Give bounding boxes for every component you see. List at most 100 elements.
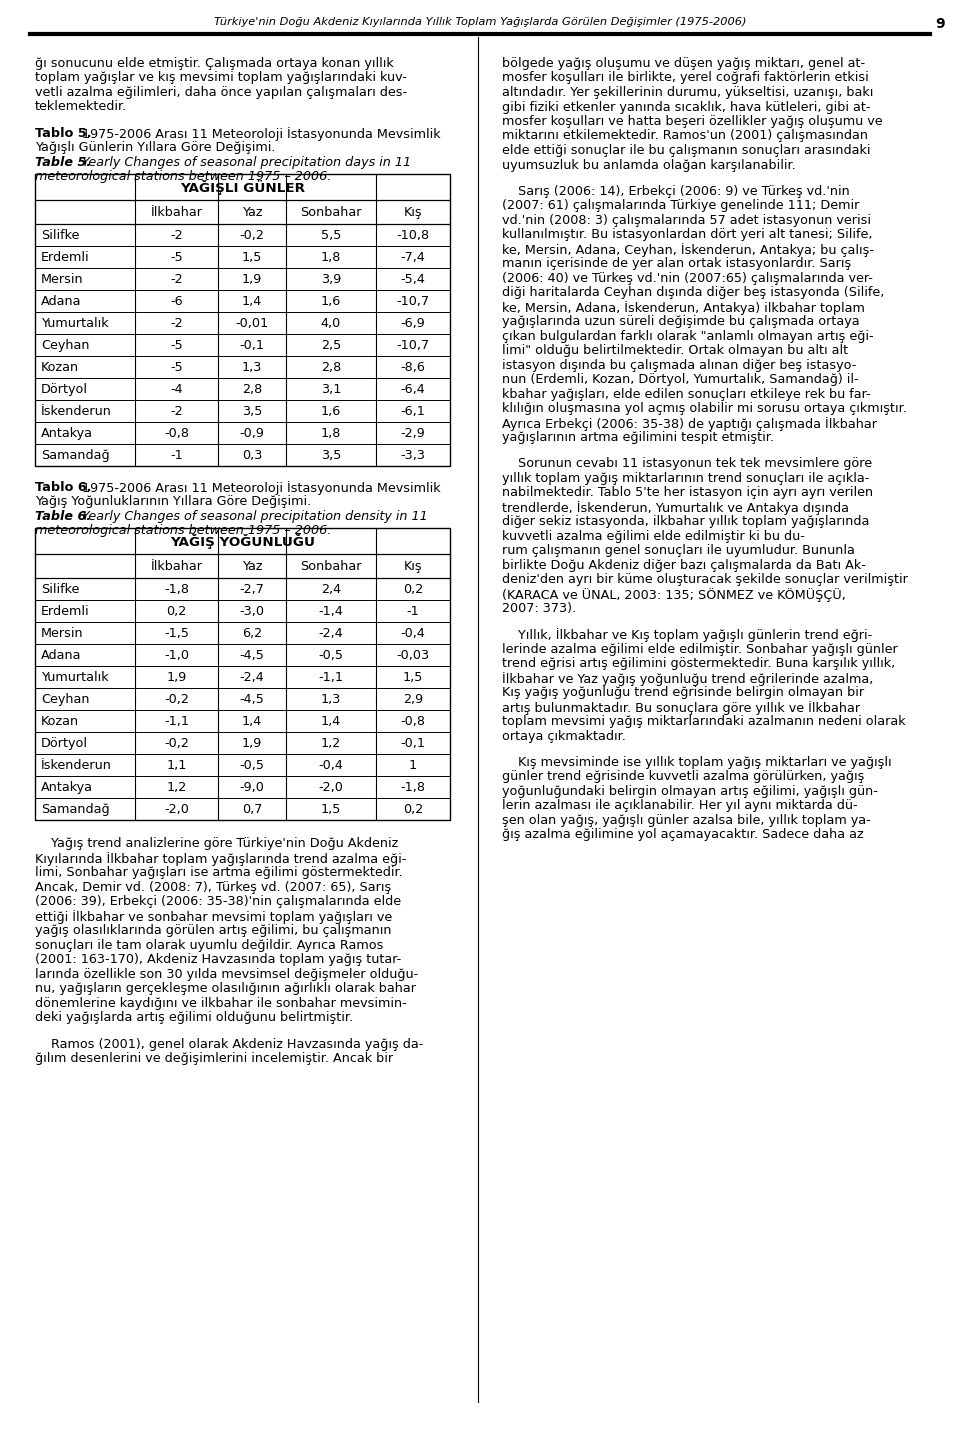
Text: şen olan yağış, yağışlı günler azalsa bile, yıllık toplam ya-: şen olan yağış, yağışlı günler azalsa bi… [502, 813, 871, 826]
Text: deki yağışlarda artış eğilimi olduğunu belirtmiştir.: deki yağışlarda artış eğilimi olduğunu b… [35, 1011, 353, 1024]
Text: vd.'nin (2008: 3) çalışmalarında 57 adet istasyonun verisi: vd.'nin (2008: 3) çalışmalarında 57 adet… [502, 213, 871, 226]
Text: birlikte Doğu Akdeniz diğer bazı çalışmalarda da Batı Ak-: birlikte Doğu Akdeniz diğer bazı çalışma… [502, 558, 866, 571]
Text: nun (Erdemli, Kozan, Dörtyol, Yumurtalık, Samandağ) il-: nun (Erdemli, Kozan, Dörtyol, Yumurtalık… [502, 373, 858, 386]
Text: -5: -5 [170, 251, 182, 264]
Text: 6,2: 6,2 [242, 627, 262, 640]
Text: Kozan: Kozan [41, 715, 79, 728]
Text: Silifke: Silifke [41, 583, 80, 596]
Text: 1,6: 1,6 [321, 294, 341, 307]
Text: -5: -5 [170, 339, 182, 352]
Text: -2: -2 [170, 317, 182, 330]
Text: Erdemli: Erdemli [41, 251, 89, 264]
Text: -0,1: -0,1 [239, 339, 265, 352]
Text: -2: -2 [170, 405, 182, 418]
Text: -6,4: -6,4 [400, 382, 425, 395]
Text: mosfer koşulları ve hatta beşeri özellikler yağış oluşumu ve: mosfer koşulları ve hatta beşeri özellik… [502, 115, 882, 128]
Text: yağışlarında uzun süreli değişimde bu çalışmada ortaya: yağışlarında uzun süreli değişimde bu ça… [502, 316, 859, 329]
Text: Yumurtalık: Yumurtalık [41, 317, 108, 330]
Text: Silifke: Silifke [41, 229, 80, 242]
Text: lerin azalması ile açıklanabilir. Her yıl aynı miktarda dü-: lerin azalması ile açıklanabilir. Her yı… [502, 799, 857, 812]
Text: 1,5: 1,5 [321, 803, 341, 816]
Text: 1,9: 1,9 [242, 737, 262, 750]
Text: -0,2: -0,2 [240, 229, 264, 242]
Text: YAĞIŞ YOĞUNLUĞU: YAĞIŞ YOĞUNLUĞU [170, 534, 315, 548]
Text: yağış olasılıklarında görülen artış eğilimi, bu çalışmanın: yağış olasılıklarında görülen artış eğil… [35, 924, 392, 937]
Text: Kozan: Kozan [41, 360, 79, 373]
Text: 1,5: 1,5 [242, 251, 262, 264]
Text: meteorological stations between 1975 – 2006.: meteorological stations between 1975 – 2… [35, 170, 331, 183]
Text: 1,5: 1,5 [403, 671, 423, 684]
Text: gibi fiziki etkenler yanında sıcaklık, hava kütleleri, gibi at-: gibi fiziki etkenler yanında sıcaklık, h… [502, 101, 871, 114]
Text: 1975-2006 Arası 11 Meteoroloji İstasyonunda Mevsimlik: 1975-2006 Arası 11 Meteoroloji İstasyonu… [78, 127, 441, 140]
Text: günler trend eğrisinde kuvvetli azalma görülürken, yağış: günler trend eğrisinde kuvvetli azalma g… [502, 770, 864, 783]
Text: -4: -4 [170, 382, 182, 395]
Text: 1,8: 1,8 [321, 251, 341, 264]
Text: Sorunun cevabı 11 istasyonun tek tek mevsimlere göre: Sorunun cevabı 11 istasyonun tek tek mev… [502, 457, 872, 470]
Text: istasyon dışında bu çalışmada alınan diğer beş istasyo-: istasyon dışında bu çalışmada alınan diğ… [502, 359, 856, 372]
Text: -2,4: -2,4 [240, 671, 264, 684]
Text: miktarını etkilemektedir. Ramos'un (2001) çalışmasından: miktarını etkilemektedir. Ramos'un (2001… [502, 130, 868, 143]
Text: ke, Mersin, Adana, Ceyhan, İskenderun, Antakya; bu çalış-: ke, Mersin, Adana, Ceyhan, İskenderun, A… [502, 242, 874, 257]
Text: -8,6: -8,6 [400, 360, 425, 373]
Text: -2,9: -2,9 [400, 427, 425, 440]
Text: deniz'den ayrı bir küme oluşturacak şekilde sonuçlar verilmiştir: deniz'den ayrı bir küme oluşturacak şeki… [502, 574, 908, 587]
Text: ğı sonucunu elde etmiştir. Çalışmada ortaya konan yıllık: ğı sonucunu elde etmiştir. Çalışmada ort… [35, 58, 394, 71]
Text: Yıllık, İlkbahar ve Kış toplam yağışlı günlerin trend eğri-: Yıllık, İlkbahar ve Kış toplam yağışlı g… [502, 629, 873, 642]
Text: Tablo 5.: Tablo 5. [35, 127, 91, 140]
Text: -2,7: -2,7 [240, 583, 264, 596]
Text: ortaya çıkmaktadır.: ortaya çıkmaktadır. [502, 730, 626, 743]
Text: 1,6: 1,6 [321, 405, 341, 418]
Text: Mersin: Mersin [41, 273, 84, 286]
Text: -3,3: -3,3 [400, 448, 425, 461]
Text: -10,7: -10,7 [396, 294, 429, 307]
Text: Mersin: Mersin [41, 627, 84, 640]
Text: ettiği İlkbahar ve sonbahar mevsimi toplam yağışları ve: ettiği İlkbahar ve sonbahar mevsimi topl… [35, 910, 393, 924]
Text: -10,8: -10,8 [396, 229, 429, 242]
Text: yağışlarının artma eğilimini tespit etmiştir.: yağışlarının artma eğilimini tespit etmi… [502, 431, 774, 444]
Text: (2001: 163-170), Akdeniz Havzasında toplam yağış tutar-: (2001: 163-170), Akdeniz Havzasında topl… [35, 953, 401, 966]
Text: Adana: Adana [41, 649, 82, 662]
Text: ke, Mersin, Adana, İskenderun, Antakya) ilkbahar toplam: ke, Mersin, Adana, İskenderun, Antakya) … [502, 300, 865, 314]
Text: -6,9: -6,9 [400, 317, 425, 330]
Text: Yağış trend analizlerine göre Türkiye'nin Doğu Akdeniz: Yağış trend analizlerine göre Türkiye'ni… [35, 838, 398, 851]
Text: ğılım desenlerini ve değişimlerini incelemiştir. Ancak bir: ğılım desenlerini ve değişimlerini incel… [35, 1053, 394, 1066]
Text: 5,5: 5,5 [321, 229, 341, 242]
Text: Table 5.: Table 5. [35, 156, 91, 169]
Text: diğer sekiz istasyonda, ilkbahar yıllık toplam yağışlarında: diğer sekiz istasyonda, ilkbahar yıllık … [502, 515, 870, 528]
Text: -0,5: -0,5 [239, 758, 265, 771]
Text: 3,1: 3,1 [321, 382, 341, 395]
Text: 1,1: 1,1 [166, 758, 186, 771]
Text: -1,8: -1,8 [164, 583, 189, 596]
Text: İskenderun: İskenderun [41, 405, 112, 418]
Text: -5: -5 [170, 360, 182, 373]
Text: (2006: 40) ve Türkeş vd.'nin (2007:65) çalışmalarında ver-: (2006: 40) ve Türkeş vd.'nin (2007:65) ç… [502, 271, 873, 284]
Text: -0,4: -0,4 [319, 758, 344, 771]
Text: Samandağ: Samandağ [41, 448, 109, 461]
Text: -4,5: -4,5 [240, 692, 264, 705]
Text: 2007: 373).: 2007: 373). [502, 603, 576, 616]
Text: Kış: Kış [404, 559, 422, 572]
Text: 2,9: 2,9 [403, 692, 423, 705]
Text: toplam yağışlar ve kış mevsimi toplam yağışlarındaki kuv-: toplam yağışlar ve kış mevsimi toplam ya… [35, 72, 407, 85]
Text: -0,8: -0,8 [164, 427, 189, 440]
Text: İskenderun: İskenderun [41, 758, 112, 771]
Text: -2,0: -2,0 [164, 803, 189, 816]
Text: 4,0: 4,0 [321, 317, 341, 330]
Text: 1975-2006 Arası 11 Meteoroloji İstasyonunda Mevsimlik: 1975-2006 Arası 11 Meteoroloji İstasyonu… [78, 480, 441, 495]
Text: kbahar yağışları, elde edilen sonuçları etkileye rek bu far-: kbahar yağışları, elde edilen sonuçları … [502, 388, 871, 401]
Text: 0,3: 0,3 [242, 448, 262, 461]
Text: Ayrıca Erbekçi (2006: 35-38) de yaptığı çalışmada İlkbahar: Ayrıca Erbekçi (2006: 35-38) de yaptığı … [502, 417, 877, 431]
Text: Antakya: Antakya [41, 780, 93, 793]
Text: Yaz: Yaz [242, 559, 262, 572]
Text: Yaz: Yaz [242, 206, 262, 219]
Text: altındadır. Yer şekillerinin durumu, yükseltisi, uzanışı, bakı: altındadır. Yer şekillerinin durumu, yük… [502, 87, 874, 99]
Text: Tablo 6.: Tablo 6. [35, 480, 91, 493]
Text: -1,0: -1,0 [164, 649, 189, 662]
Text: 1,3: 1,3 [321, 692, 341, 705]
Text: klılığın oluşmasına yol açmış olabilir mi sorusu ortaya çıkmıştır.: klılığın oluşmasına yol açmış olabilir m… [502, 402, 907, 415]
Text: 2,5: 2,5 [321, 339, 341, 352]
Bar [35, 174, 450, 466]
Text: Yumurtalık: Yumurtalık [41, 671, 108, 684]
Text: -0,2: -0,2 [164, 692, 189, 705]
Text: Ancak, Demir vd. (2008: 7), Türkeş vd. (2007: 65), Sarış: Ancak, Demir vd. (2008: 7), Türkeş vd. (… [35, 881, 392, 894]
